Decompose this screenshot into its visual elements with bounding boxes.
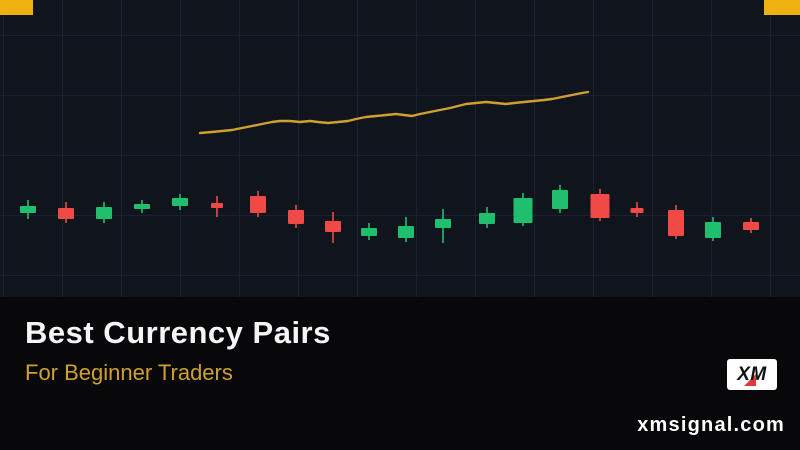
banner-title: Best Currency Pairs [25,315,331,350]
corner-accent-right [764,0,800,15]
caption-banner: Best Currency Pairs For Beginner Traders… [0,297,800,450]
website-url: xmsignal.com [637,414,785,436]
xm-logo: XM [727,359,777,390]
corner-accent-left [0,0,33,15]
price-chart [0,0,800,297]
banner-subtitle: For Beginner Traders [25,360,233,385]
chart-canvas [20,90,759,243]
xm-logo-text: XM [737,363,767,385]
